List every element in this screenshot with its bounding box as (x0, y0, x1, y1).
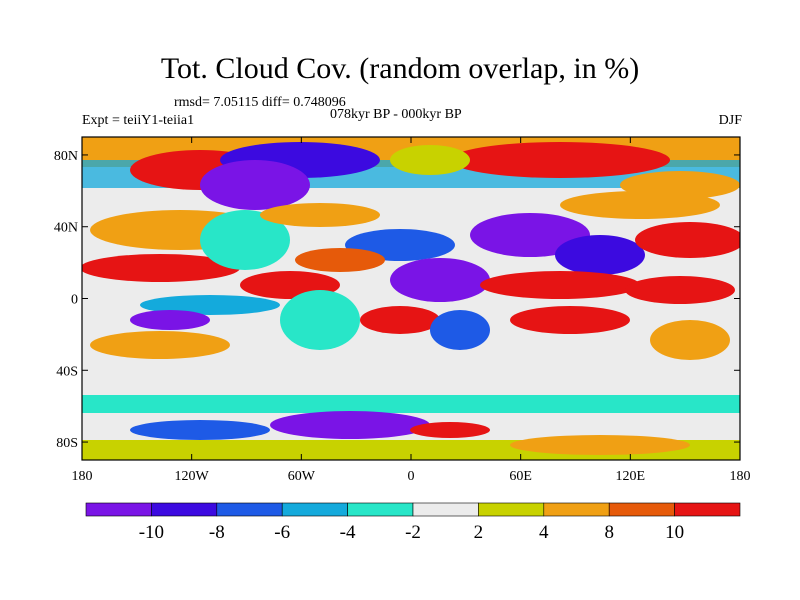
lon-tick-label: 180 (730, 469, 751, 484)
colorbar-swatch (412, 502, 479, 517)
indian-red (480, 271, 640, 299)
natlantic-orange (260, 203, 380, 227)
antarctic-purple (270, 411, 430, 439)
south-africa-blue (430, 310, 490, 350)
colorbar: -10 -8 -6 -4 -2 2 4 8 10 (85, 502, 741, 543)
lon-tick-label: 60E (509, 469, 532, 484)
wpacific-red-eq (625, 276, 735, 304)
australia-orange (650, 320, 730, 360)
asia-blue (555, 235, 645, 275)
satlantic-red (360, 306, 440, 334)
colorbar-swatch (478, 502, 545, 517)
atlantic-red (295, 248, 385, 272)
colorbar-swatch (85, 502, 152, 517)
lon-tick-label: 0 (408, 469, 415, 484)
lon-tick-label: 180 (72, 469, 93, 484)
colorbar-swatch (281, 502, 348, 517)
colorbar-label: 8 (604, 522, 614, 543)
colorbar-label: -6 (274, 522, 290, 543)
stats-line: rmsd= 7.05115 diff= 0.748096 (174, 95, 346, 110)
lat-tick-label: 40S (56, 364, 78, 379)
experiment-label: Expt = teiiY1-teiia1 (82, 113, 195, 128)
colorbar-swatch (347, 502, 414, 517)
colorbar-label: 10 (665, 522, 684, 543)
lon-tick-label: 120E (616, 469, 646, 484)
colorbar-label: 2 (474, 522, 484, 543)
lon-tick-label: 60W (288, 469, 316, 484)
antarctic-blue (130, 420, 270, 440)
north-america-purple (200, 160, 310, 210)
colorbar-label: -2 (405, 522, 421, 543)
map-title: Tot. Cloud Cov. (random overlap, in %) (160, 52, 640, 85)
colorbar-swatch (216, 502, 283, 517)
north-america-cyan (200, 210, 290, 270)
colorbar-swatch (543, 502, 610, 517)
colorbar-swatch (151, 502, 218, 517)
antarctic-orange (510, 435, 690, 455)
eurasia-orange (560, 191, 720, 219)
colorbar-swatch (674, 502, 741, 517)
epacific-purple (130, 310, 210, 330)
arctic-patch-yellow (390, 145, 470, 175)
period-label: 078kyr BP - 000kyr BP (330, 107, 462, 122)
lat-tick-label: 80S (56, 436, 78, 451)
antarctic-red (410, 422, 490, 438)
npacific-red (82, 254, 240, 282)
spacific-orange (90, 331, 230, 359)
lon-tick-label: 120W (175, 469, 210, 484)
lat-axis: 80N 40N 0 40S 80S (54, 149, 740, 451)
lat-tick-label: 0 (71, 293, 78, 308)
sindian-red (510, 306, 630, 334)
wpacific-red (635, 222, 740, 258)
season-label: DJF (718, 113, 742, 128)
lat-tick-label: 80N (54, 149, 78, 164)
colorbar-swatch (608, 502, 675, 517)
colorbar-label: -8 (209, 522, 225, 543)
colorbar-label: -4 (340, 522, 356, 543)
arctic-patch-red-east (450, 142, 670, 178)
epacific-cyan (140, 295, 280, 315)
south-america-cyan (280, 290, 360, 350)
map-field (82, 137, 740, 460)
lat-tick-label: 40N (54, 221, 78, 236)
africa-purple (390, 258, 490, 302)
colorbar-label: -10 (139, 522, 164, 543)
lon-axis: 180 120W 60W 0 60E 120E 180 (72, 137, 751, 484)
colorbar-label: 4 (539, 522, 549, 543)
southern-band-cyan (82, 395, 740, 413)
